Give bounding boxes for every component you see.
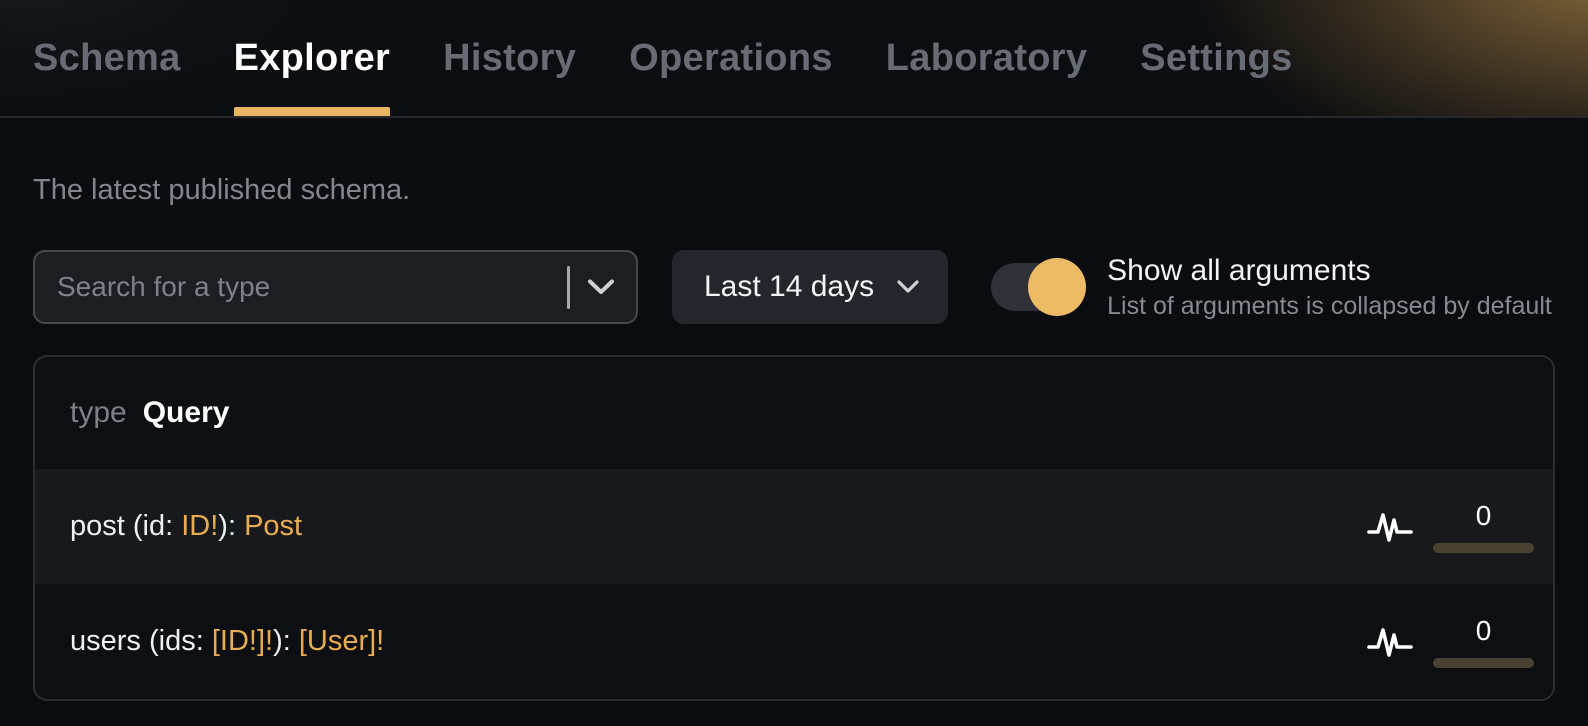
chevron-down-icon[interactable]	[586, 277, 616, 297]
page-subtitle: The latest published schema.	[33, 174, 411, 206]
usage-metric: 0	[1433, 499, 1534, 553]
tab-schema[interactable]: Schema	[33, 36, 181, 79]
field-signature: post (id: ID!): Post	[70, 510, 1366, 543]
field-arg-type: ID!	[181, 510, 219, 542]
field-name: users	[70, 625, 141, 657]
show-arguments-toggle[interactable]	[991, 258, 1087, 316]
active-tab-underline	[233, 107, 391, 116]
field-name: post	[70, 510, 125, 542]
show-arguments-toggle-group: Show all arguments List of arguments is …	[991, 253, 1552, 321]
field-return-type: Post	[244, 510, 303, 542]
controls-row: Last 14 days Show all arguments List of …	[33, 250, 1555, 324]
field-usage: 0	[1366, 499, 1534, 553]
field-args-close: ):	[218, 510, 245, 542]
period-dropdown-button[interactable]: Last 14 days	[672, 250, 949, 324]
usage-bar	[1433, 542, 1534, 553]
field-usage: 0	[1366, 614, 1534, 668]
field-row-post[interactable]: post (id: ID!): Post 0	[35, 469, 1553, 584]
field-signature: users (ids: [ID!]!): [User]!	[70, 625, 1366, 658]
usage-metric: 0	[1433, 614, 1534, 668]
tab-laboratory[interactable]: Laboratory	[885, 36, 1088, 79]
field-row-users[interactable]: users (ids: [ID!]!): [User]! 0	[35, 584, 1553, 699]
tab-settings[interactable]: Settings	[1140, 36, 1293, 79]
toggle-knob	[1028, 258, 1087, 316]
type-card-query: type Query post (id: ID!): Post 0 users …	[33, 355, 1555, 701]
type-name: Query	[142, 396, 230, 429]
type-search-combobox[interactable]	[33, 250, 638, 324]
toggle-labels: Show all arguments List of arguments is …	[1107, 253, 1552, 321]
activity-pulse-icon	[1366, 510, 1414, 544]
search-input[interactable]	[57, 271, 567, 303]
tab-history[interactable]: History	[443, 36, 577, 79]
tab-explorer-label: Explorer	[233, 36, 391, 79]
tab-explorer[interactable]: Explorer	[233, 0, 391, 116]
activity-pulse-icon	[1366, 625, 1414, 659]
type-card-header: type Query	[35, 357, 1553, 469]
toggle-title: Show all arguments	[1107, 254, 1371, 287]
field-args-close: ):	[273, 625, 299, 657]
field-arg-type: [ID!]!	[211, 625, 274, 657]
field-args-open: (ids:	[140, 625, 212, 657]
explorer-page: The latest published schema. Last 14 day…	[0, 173, 1588, 701]
usage-count: 0	[1475, 614, 1492, 646]
field-args-open: (id:	[124, 510, 182, 542]
chevron-down-icon	[896, 279, 920, 295]
tab-operations[interactable]: Operations	[629, 36, 833, 79]
period-label: Last 14 days	[704, 270, 875, 303]
toggle-description: List of arguments is collapsed by defaul…	[1107, 292, 1552, 320]
top-nav: Schema Explorer History Operations Labor…	[0, 0, 1588, 118]
type-kind-label: type	[70, 396, 127, 429]
usage-count: 0	[1475, 499, 1492, 531]
field-return-type: [User]!	[298, 625, 385, 657]
usage-bar	[1433, 657, 1534, 668]
search-caret-divider	[567, 265, 570, 309]
